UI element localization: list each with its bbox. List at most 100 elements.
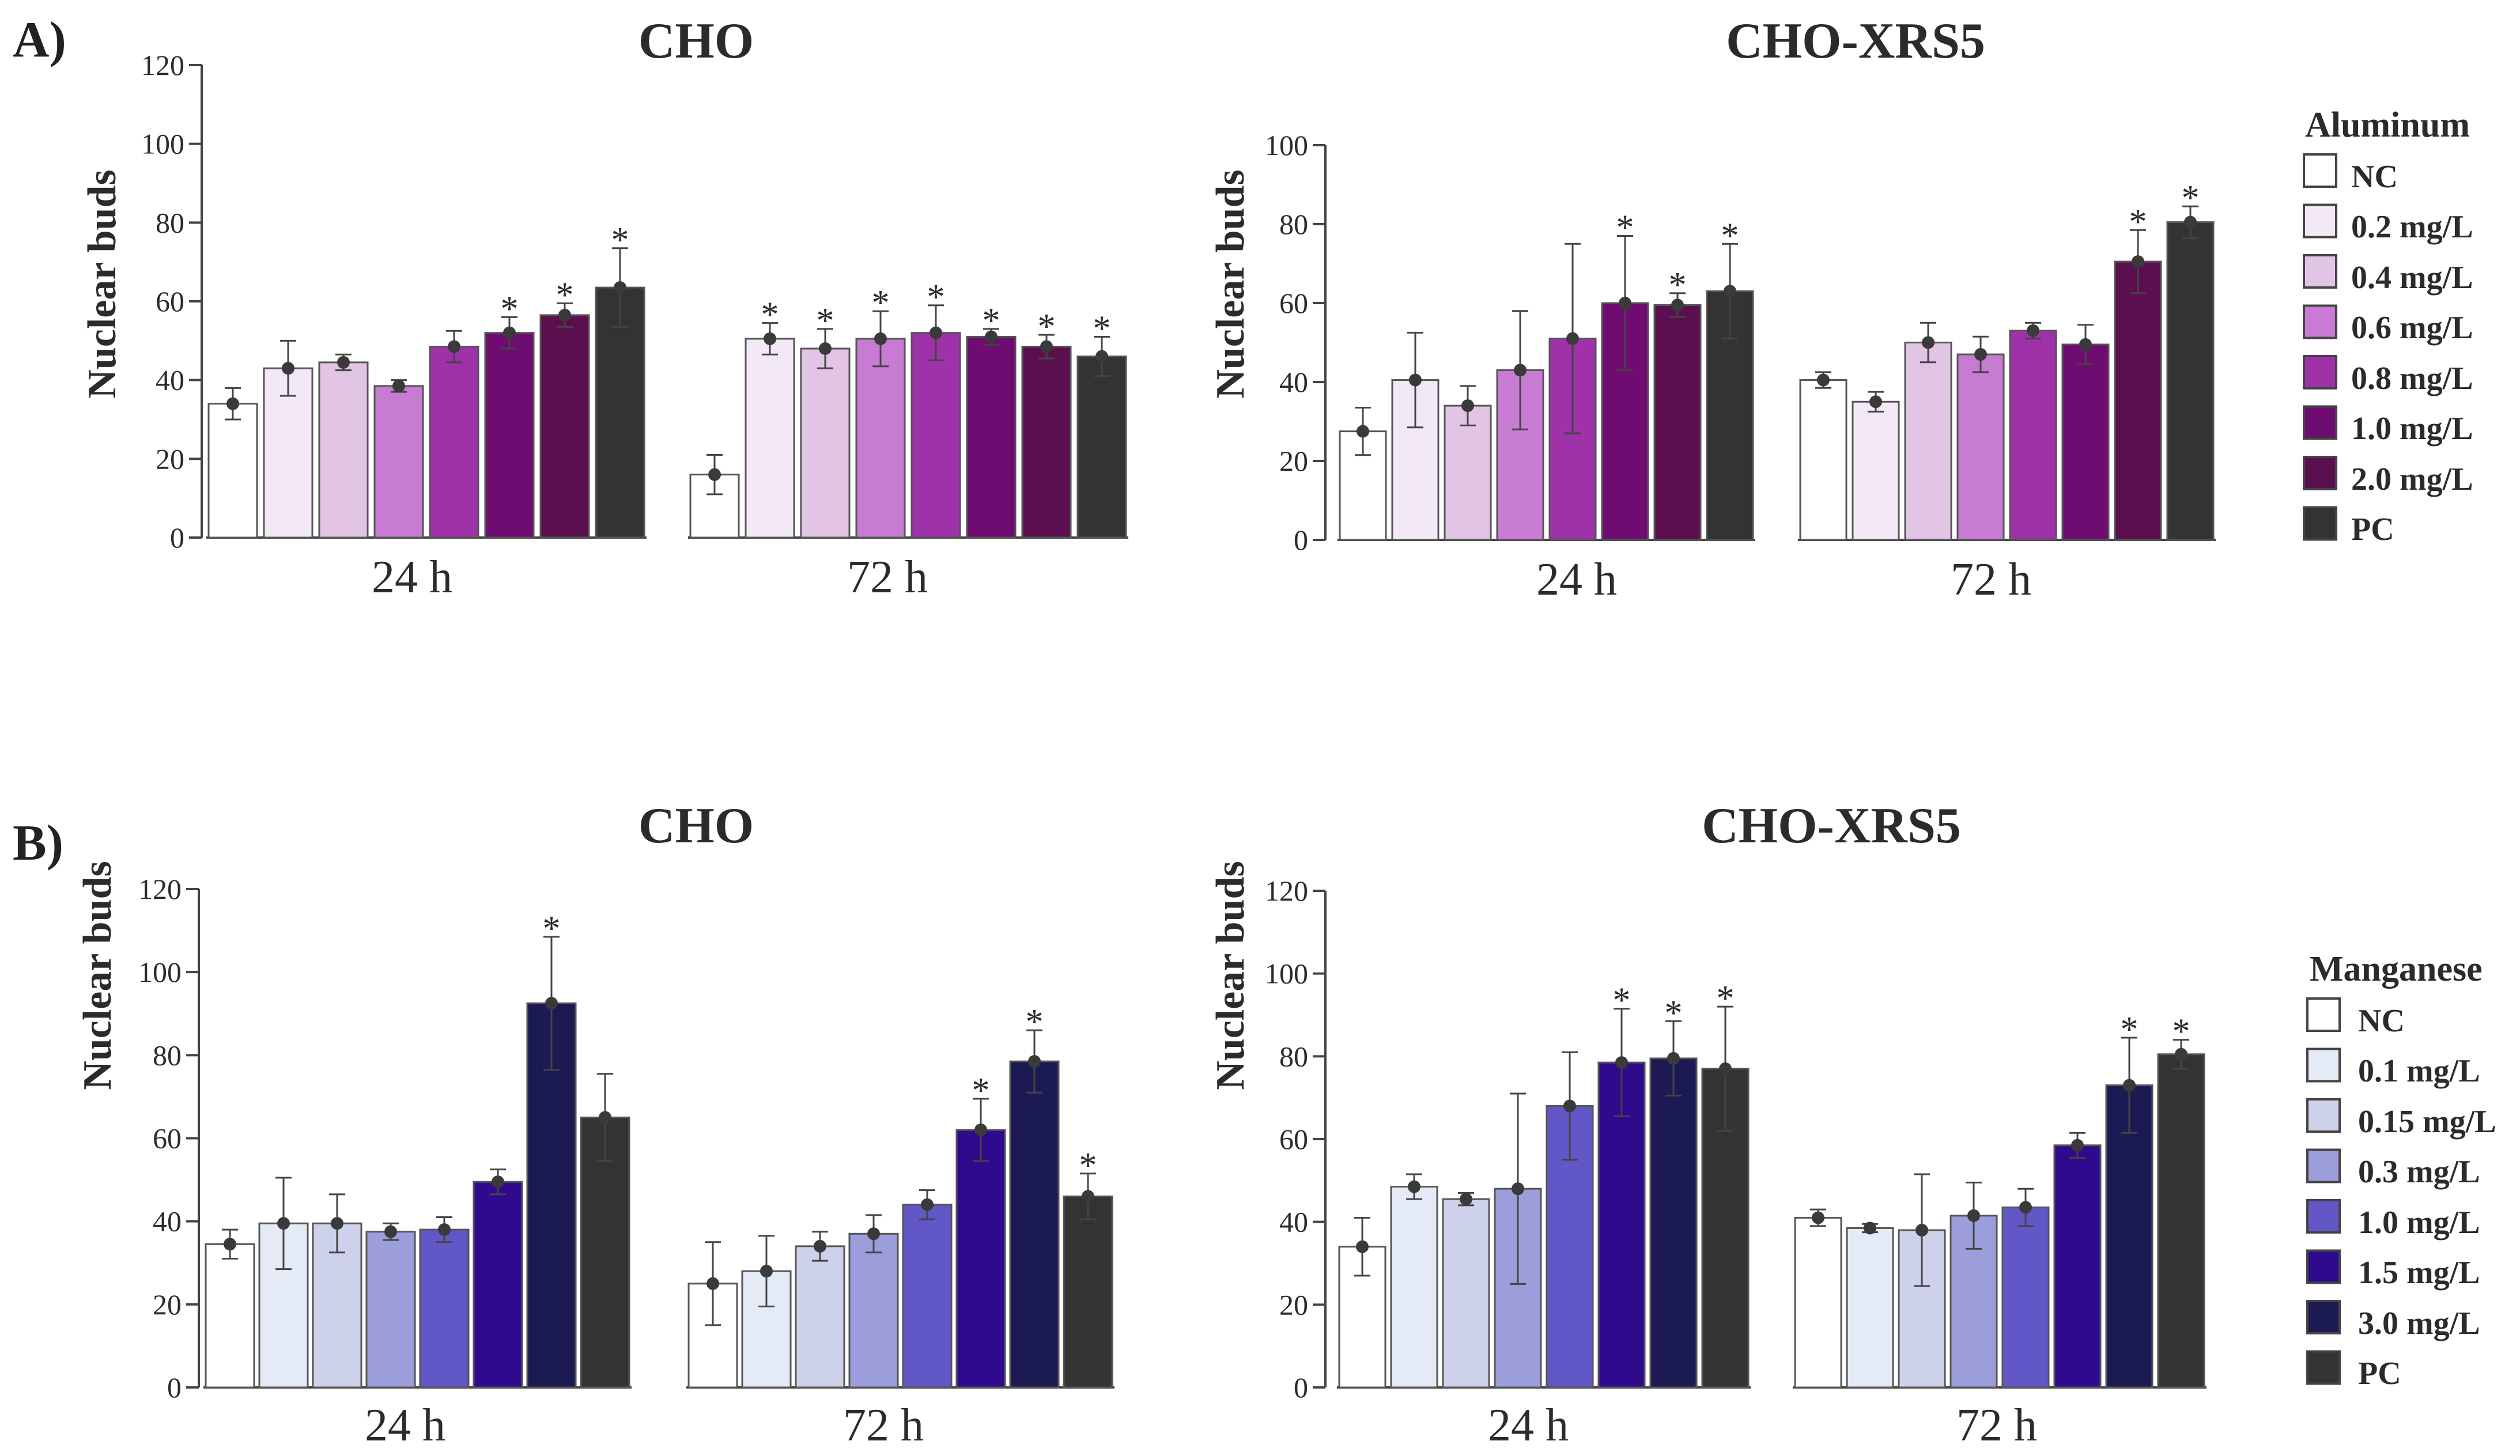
mean-dot [448,340,460,353]
y-tick-label: 20 [1279,445,1308,477]
legend-label: 0.6 mg/L [2351,310,2473,346]
mean-dot [1667,1052,1680,1065]
legend-label: 1.0 mg/L [2358,1205,2480,1241]
significance-star: * [1079,1146,1097,1185]
mean-dot [1512,1182,1524,1196]
mean-dot [2019,1201,2032,1214]
mean-dot [2123,1079,2136,1092]
mean-dot [1028,1055,1041,1068]
bar-24h-06mgL [373,385,424,539]
chart-b-cho: 0 20 40 60 80 100 120 * 24 h * * * 72 h [138,873,1114,1451]
bar-72h-15mgL [955,1129,1006,1389]
y-tick-label: 0 [1294,1371,1308,1404]
bar-72h-20mgL [2114,260,2162,541]
significance-star: * [983,301,1000,341]
bar-72h-PC [1063,1195,1113,1389]
mean-dot [331,1217,343,1230]
mean-dot [764,332,776,345]
legend-label: NC [2351,159,2398,195]
bar-72h-02mgL [745,338,795,539]
bar-72h-10mgL [902,1204,953,1389]
bar-24h-NC [205,1243,255,1389]
bar-72h-PC [1076,356,1127,539]
legend-label: PC [2358,1356,2401,1391]
mean-dot [1460,1193,1472,1206]
bar-24h-PC [595,286,645,539]
bar-72h-04mgL [800,347,851,539]
legend-swatch [2303,254,2337,289]
mean-dot [1082,1190,1094,1203]
y-tick-label: 120 [141,49,184,81]
legend-label: 3.0 mg/L [2358,1306,2480,1341]
significance-star: * [2182,179,2200,218]
mean-dot [1409,373,1422,387]
mean-dot [438,1223,451,1236]
bar-72h-01mgL [1846,1227,1894,1389]
y-tick-label: 40 [153,1205,182,1238]
significance-star: * [1616,209,1634,248]
chart-title-a-cho: CHO [638,13,754,69]
bar-24h-20mgL [1653,304,1702,541]
mean-dot [1408,1180,1420,1193]
bar-24h-01mgL [1390,1186,1438,1389]
legend-label: 2.0 mg/L [2351,462,2473,497]
legend-title: Aluminum [2305,105,2470,145]
legend-label: NC [2358,1003,2405,1039]
legend-label: 0.3 mg/L [2358,1154,2480,1190]
mean-dot [492,1175,504,1189]
mean-dot [1922,336,1935,349]
legend-swatch [2303,456,2337,490]
group-label: 24 h [1488,1400,1569,1451]
y-tick-label: 0 [1294,524,1308,556]
mean-dot [1915,1224,1928,1237]
legend-label: 0.4 mg/L [2351,260,2473,296]
y-tick-label: 100 [1265,129,1308,161]
y-tick-label: 100 [141,128,184,160]
bar-72h-20mgL [1021,346,1072,539]
mean-dot [558,308,571,322]
y-tick-label: 80 [1279,208,1308,240]
mean-dot [392,379,405,392]
mean-dot [2184,215,2197,229]
panel-letter-b: B) [13,815,63,871]
mean-dot [2175,1047,2187,1061]
y-tick-label: 80 [153,1039,182,1071]
legend-label: 1.0 mg/L [2351,411,2473,447]
y-tick-label: 0 [170,521,184,554]
mean-dot [1967,1209,1980,1222]
mean-dot [706,1277,719,1290]
mean-dot [867,1227,880,1241]
mean-dot [708,468,721,481]
y-tick-label: 100 [138,956,182,988]
mean-dot [503,326,516,339]
significance-star: * [1717,979,1735,1018]
bar-24h-10mgL [484,332,535,539]
significance-star: * [556,275,574,315]
significance-star: * [501,289,519,328]
bar-24h-015mgL [1442,1198,1490,1389]
mean-dot [277,1217,290,1230]
legend-swatch [2303,304,2337,339]
bar-24h-30mgL [1649,1057,1698,1389]
chart-a-cho: 0 20 40 60 80 100 120 * * * 24 h * * * * * * * 72 h [141,49,1128,603]
bar-72h-04mgL [1904,342,1952,541]
legend-swatch [2306,1098,2341,1133]
mean-dot [1724,285,1736,298]
mean-dot [384,1225,397,1238]
legend-swatch [2303,506,2337,541]
mean-dot [1040,340,1053,353]
bar-24h-NC [207,403,258,539]
legend-label: 0.8 mg/L [2351,361,2473,396]
significance-star: * [1613,981,1631,1020]
chart-title-a-xrs5: CHO-XRS5 [1726,13,1985,69]
bar-24h-03mgL [365,1231,416,1389]
group-label: 72 h [847,552,928,603]
significance-star: * [1721,216,1739,255]
mean-dot [2079,338,2092,351]
group-label: 24 h [365,1400,445,1451]
legend-swatch [2306,1249,2341,1284]
significance-star: * [543,909,561,948]
y-tick-label: 40 [1279,366,1308,398]
significance-star: * [872,283,890,323]
chart-title-b-cho: CHO [638,798,754,854]
